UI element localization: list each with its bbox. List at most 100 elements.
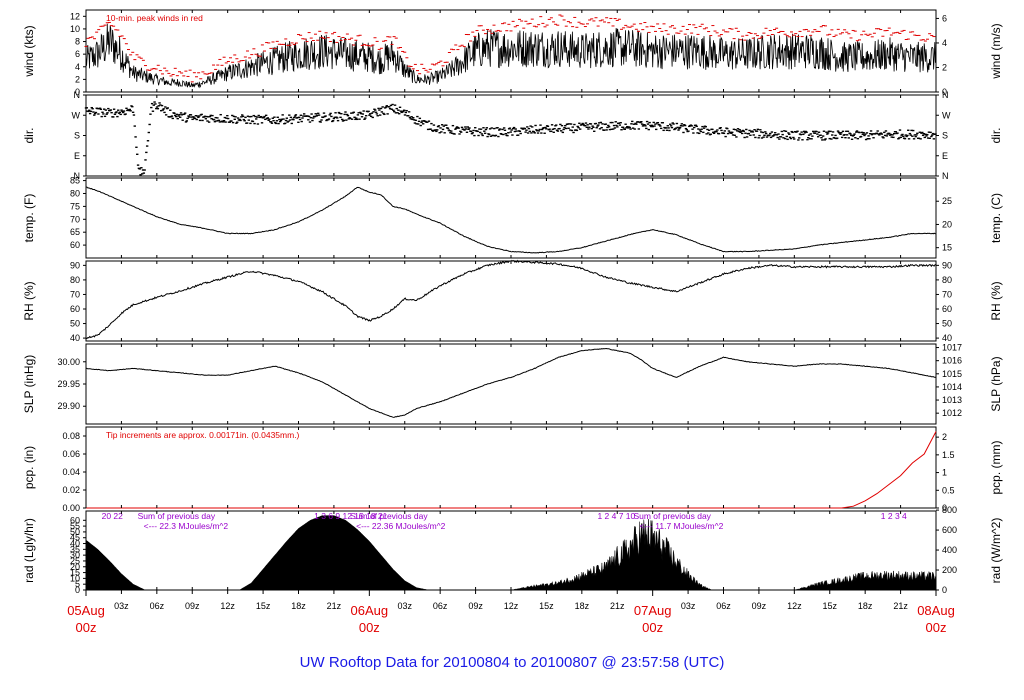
pcp-tick-label-right: 0.5 (942, 485, 955, 495)
slp-line (85, 347, 937, 418)
dir-tick-label-right: W (942, 110, 951, 120)
rad-tick-label-left: 60 (70, 515, 80, 525)
pcp-ylabel-right: pcp. (mm) (989, 440, 1003, 494)
pcp-tick-label-right: 1.5 (942, 450, 955, 460)
slp-tick-label-right: 1016 (942, 356, 962, 366)
hour-tick-label: 21z (610, 601, 625, 611)
rad-tick-label-left: 25 (70, 556, 80, 566)
day-date-label: 05Aug (67, 603, 105, 618)
rad-tick-label-left: 50 (70, 527, 80, 537)
time-axis: 03z 06z 09z 12z 15z 18z 21z 03z 06z 09z 12z 15z 18z 2… (67, 590, 955, 635)
rad-tick-label-left: 15 (70, 568, 80, 578)
dir-tick-label-left: N (74, 171, 81, 181)
rh-tick-label-right: 60 (942, 304, 952, 314)
wind-annotation: 10-min. peak winds in red (106, 13, 203, 23)
temp-tick-label-left: 75 (70, 201, 80, 211)
rad-hour-marks: 1 3 6 9 12 15 18 21 (314, 511, 388, 521)
rh-line (85, 259, 937, 340)
dir-ylabel-left: dir. (22, 127, 36, 143)
pcp-tick-label-right: 0 (942, 503, 947, 513)
dir-tick-label-left: N (74, 90, 81, 100)
rad-tick-label-left: 55 (70, 521, 80, 531)
hour-tick-label: 18z (858, 601, 873, 611)
hour-tick-label: 15z (822, 601, 837, 611)
slp-tick-label-right: 1013 (942, 395, 962, 405)
rad-tick-label-right: 800 (942, 505, 957, 515)
slp-ylabel-left: SLP (inHg) (22, 355, 36, 413)
hour-tick-label: 09z (468, 601, 483, 611)
panel-slp: SLP (inHg) SLP (hPa) 29.90 29.95 30.00 1012 10… (22, 343, 1003, 425)
wind-speed-line (85, 23, 937, 89)
wind-tick-label-right: 4 (942, 38, 947, 48)
hour-tick-label: 06z (716, 601, 731, 611)
slp-tick-label-right: 1017 (942, 343, 962, 353)
temp-tick-label-left: 65 (70, 227, 80, 237)
dir-tick-label-right: N (942, 90, 949, 100)
wind-tick-label-left: 0 (75, 87, 80, 97)
hour-tick-label: 12z (220, 601, 235, 611)
pcp-annotation: Tip increments are approx. 0.00171in. (0… (106, 430, 300, 440)
pcp-tick-label-right: 1 (942, 468, 947, 478)
pcp-tick-label-right: 2 (942, 432, 947, 442)
pcp-tick-label-left: 0.00 (62, 503, 80, 513)
hour-tick-label: 15z (539, 601, 554, 611)
dir-tick-label-right: S (942, 131, 948, 141)
hour-tick-label: 21z (893, 601, 908, 611)
temp-tick-label-right: 15 (942, 243, 952, 253)
wind-tick-label-left: 2 (75, 74, 80, 84)
hour-tick-label: 03z (114, 601, 129, 611)
rad-tick-label-left: 40 (70, 539, 80, 549)
slp-tick-label-right: 1012 (942, 408, 962, 418)
panel-wind: wind (kts) wind (m/s) 0 2 4 6 8 10 12 0 2 4 6 10-min.… (22, 9, 1003, 97)
hour-tick-label: 12z (787, 601, 802, 611)
hour-tick-label: 03z (397, 601, 412, 611)
rad-tick-label-right: 600 (942, 525, 957, 535)
rad-sum-label: Sum of previous day (633, 511, 711, 521)
dir-ylabel-right: dir. (989, 127, 1003, 143)
slp-tick-label-left: 30.00 (57, 357, 80, 367)
pcp-tick-label-left: 0.02 (62, 485, 80, 495)
panel-temp: temp. (F) temp. (C) 60 65 70 75 80 85 15 20 25 (22, 176, 1003, 259)
pcp-tick-label-left: 0.08 (62, 431, 80, 441)
rad-sum-label: Sum of previous day (138, 511, 216, 521)
rh-tick-label-right: 70 (942, 289, 952, 299)
slp-tick-label-left: 29.95 (57, 379, 80, 389)
rad-tick-label-left: 0 (75, 585, 80, 595)
wind-peak-marks (84, 14, 936, 83)
rad-tick-label-left: 35 (70, 544, 80, 554)
wind-tick-label-left: 6 (75, 49, 80, 59)
rad-tick-label-right: 200 (942, 565, 957, 575)
day-hour-label: 00z (926, 620, 947, 635)
wind-tick-label-left: 4 (75, 62, 80, 72)
rad-tick-label-left: 45 (70, 533, 80, 543)
day-hour-label: 00z (642, 620, 663, 635)
dir-tick-label-right: N (942, 171, 949, 181)
temp-ylabel-right: temp. (C) (989, 193, 1003, 243)
wind-tick-label-left: 10 (70, 24, 80, 34)
rad-ylabel-left: rad (Lgly/hr) (22, 518, 36, 583)
hour-tick-label: 15z (256, 601, 271, 611)
rh-ylabel-right: RH (%) (989, 281, 1003, 320)
wind-ylabel-left: wind (kts) (22, 25, 36, 77)
rad-sum-value: <--- 11.7 MJoules/m^2 (639, 521, 723, 531)
rad-tick-label-left: 5 (75, 579, 80, 589)
rad-ylabel-right: rad (W/m^2) (989, 518, 1003, 584)
hour-tick-label: 06z (150, 601, 165, 611)
rad-tick-label-left: 10 (70, 573, 80, 583)
hour-tick-label: 18z (291, 601, 306, 611)
rh-tick-label-left: 60 (70, 304, 80, 314)
panel-rh: RH (%) RH (%) 40 50 60 70 80 90 40 50 60 70 80 90 (22, 259, 1003, 343)
rh-tick-label-right: 40 (942, 333, 952, 343)
dir-tick-label-left: W (72, 110, 81, 120)
panel-pcp: pcp. (in) pcp. (mm) 0.00 0.02 0.04 0.06 0.08 0 0… (22, 426, 1003, 513)
wind-tick-label-left: 12 (70, 11, 80, 21)
temp-tick-label-left: 60 (70, 240, 80, 250)
wind-tick-label-left: 8 (75, 37, 80, 47)
rh-ylabel-left: RH (%) (22, 281, 36, 320)
hour-tick-label: 09z (185, 601, 200, 611)
slp-tick-label-right: 1015 (942, 369, 962, 379)
dir-points (84, 101, 937, 176)
temp-tick-label-left: 70 (70, 214, 80, 224)
hour-tick-label: 21z (327, 601, 342, 611)
